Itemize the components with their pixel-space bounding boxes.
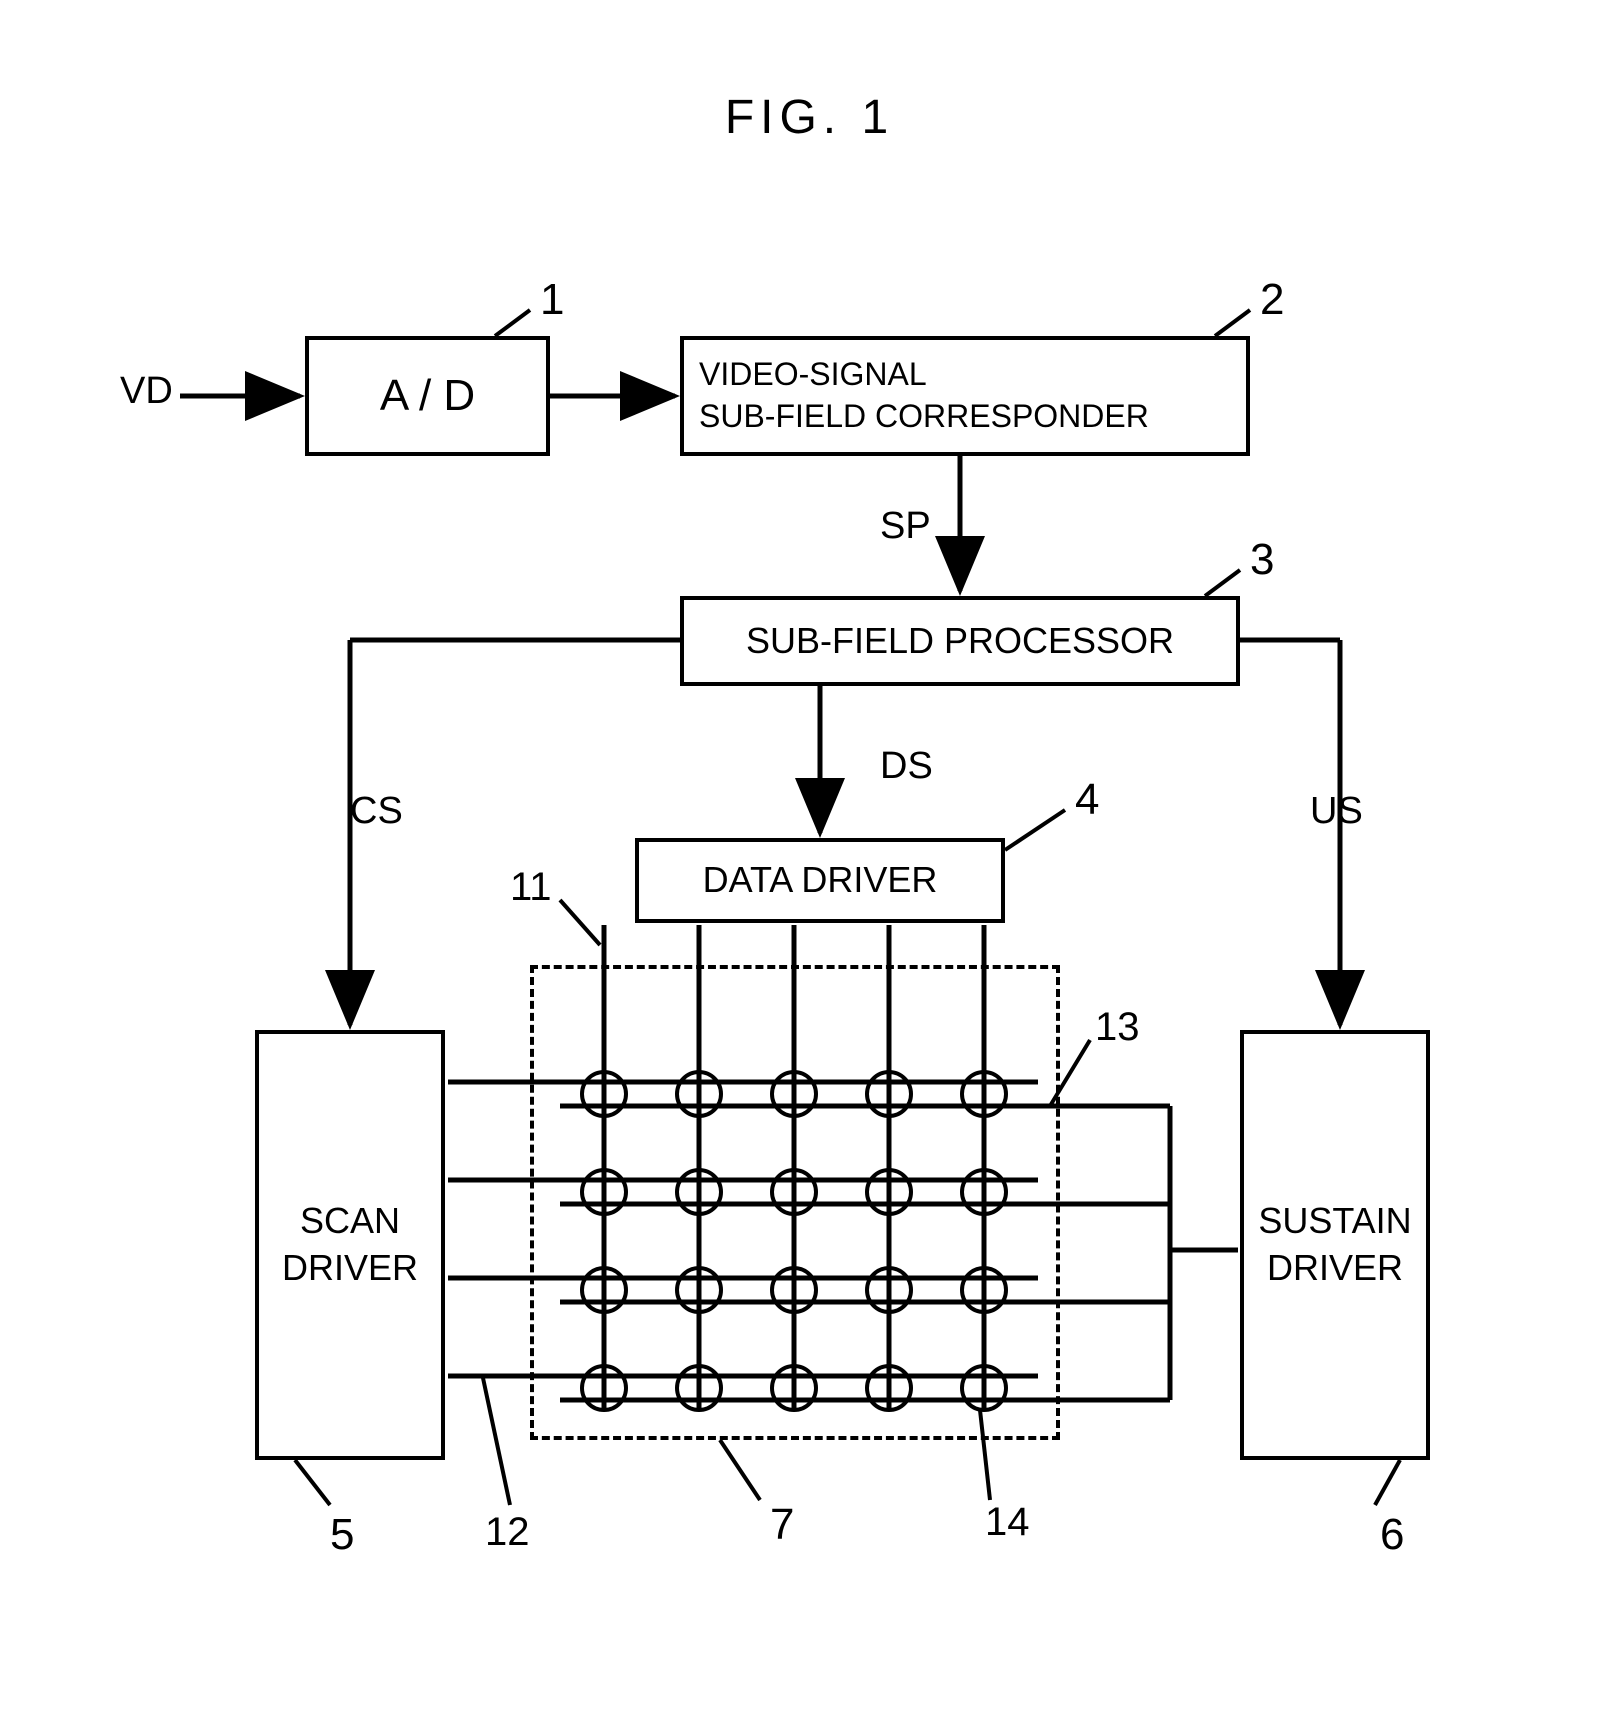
- block-ad-label: A / D: [380, 367, 475, 424]
- leader-14: 14: [985, 1500, 1030, 1545]
- discharge-cell: [675, 1168, 723, 1216]
- discharge-cell: [770, 1168, 818, 1216]
- leader-13: 13: [1095, 1005, 1140, 1050]
- block-ad: A / D: [305, 336, 550, 456]
- leader-12: 12: [485, 1510, 530, 1555]
- block-data-driver-id: 4: [1075, 775, 1099, 825]
- discharge-cell: [675, 1070, 723, 1118]
- discharge-cell: [580, 1070, 628, 1118]
- discharge-cell: [960, 1168, 1008, 1216]
- signal-ds: DS: [880, 745, 933, 788]
- discharge-cell: [770, 1266, 818, 1314]
- signal-vd: VD: [120, 370, 173, 413]
- discharge-cell: [770, 1364, 818, 1412]
- discharge-cell: [960, 1070, 1008, 1118]
- block-processor-id: 3: [1250, 535, 1274, 585]
- signal-sp: SP: [880, 505, 931, 548]
- block-scan-driver-id: 5: [330, 1510, 354, 1560]
- discharge-cell: [865, 1364, 913, 1412]
- discharge-cell: [675, 1266, 723, 1314]
- signal-us: US: [1310, 790, 1363, 833]
- discharge-cell: [580, 1364, 628, 1412]
- block-data-driver-label: DATA DRIVER: [703, 857, 938, 904]
- block-sustain-driver-label: SUSTAIN DRIVER: [1258, 1198, 1411, 1292]
- block-scan-driver-label: SCAN DRIVER: [282, 1198, 418, 1292]
- discharge-cell: [770, 1070, 818, 1118]
- leader-11: 11: [510, 865, 552, 910]
- panel-id: 7: [770, 1500, 794, 1550]
- discharge-cell: [960, 1266, 1008, 1314]
- block-data-driver: DATA DRIVER: [635, 838, 1005, 923]
- discharge-cell: [865, 1168, 913, 1216]
- figure-title: FIG. 1: [0, 90, 1619, 145]
- block-corresponder: VIDEO-SIGNAL SUB-FIELD CORRESPONDER: [680, 336, 1250, 456]
- block-corresponder-label: VIDEO-SIGNAL SUB-FIELD CORRESPONDER: [699, 354, 1149, 437]
- discharge-cell: [865, 1070, 913, 1118]
- block-processor: SUB-FIELD PROCESSOR: [680, 596, 1240, 686]
- discharge-cell: [675, 1364, 723, 1412]
- block-sustain-driver-id: 6: [1380, 1510, 1404, 1560]
- block-processor-label: SUB-FIELD PROCESSOR: [746, 618, 1174, 665]
- discharge-cell: [580, 1168, 628, 1216]
- discharge-cell: [960, 1364, 1008, 1412]
- discharge-cell: [580, 1266, 628, 1314]
- block-ad-id: 1: [540, 275, 564, 325]
- block-sustain-driver: SUSTAIN DRIVER: [1240, 1030, 1430, 1460]
- block-corresponder-id: 2: [1260, 275, 1284, 325]
- discharge-cell: [865, 1266, 913, 1314]
- signal-cs: CS: [350, 790, 403, 833]
- block-scan-driver: SCAN DRIVER: [255, 1030, 445, 1460]
